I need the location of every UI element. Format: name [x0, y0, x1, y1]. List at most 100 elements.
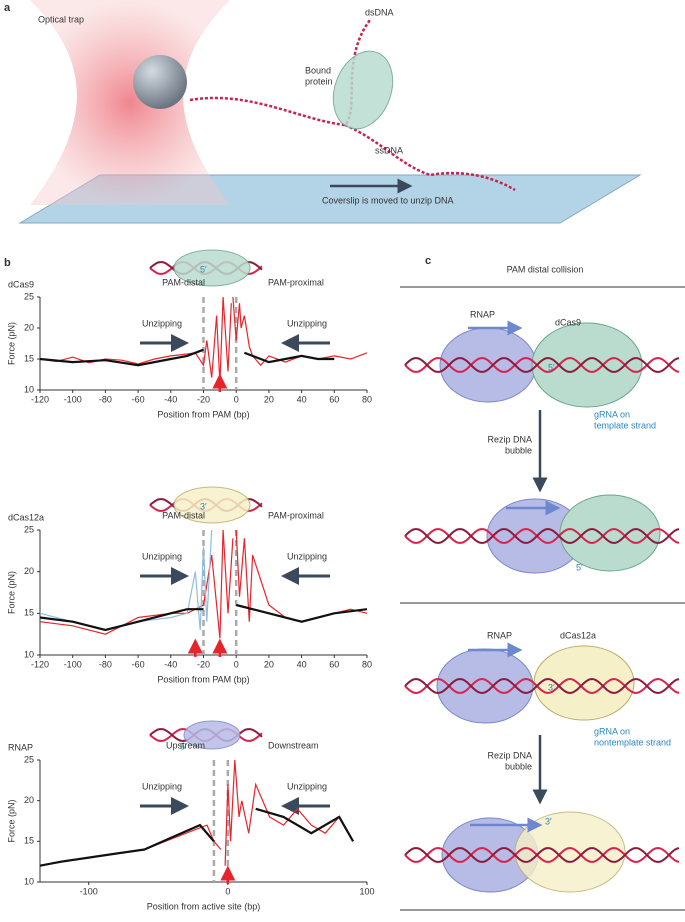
annotation: Upstream — [166, 740, 205, 750]
dna — [404, 678, 680, 694]
label: 3′ — [548, 682, 555, 692]
trace — [39, 348, 204, 367]
annotation: PAM-distal — [162, 277, 205, 287]
label: 5′ — [576, 562, 583, 572]
dna — [404, 357, 680, 373]
panel-label: b — [4, 257, 11, 269]
dna — [404, 528, 680, 544]
end-label: 5′ — [200, 264, 207, 274]
annotation: PAM-proximal — [268, 510, 324, 520]
label: protein — [305, 76, 333, 86]
annotation: Unzipping — [142, 318, 182, 328]
label: bubble — [505, 761, 532, 771]
x-tick-label: -20 — [197, 394, 210, 404]
x-tick-label: 80 — [362, 394, 372, 404]
label: 5′ — [548, 362, 555, 372]
dcas12a — [514, 811, 626, 893]
label: Rezip DNA — [487, 434, 532, 444]
x-tick-label: 20 — [264, 394, 274, 404]
x-tick-label: 20 — [264, 659, 274, 669]
x-tick-label: -40 — [164, 394, 177, 404]
y-tick-label: 25 — [24, 754, 34, 764]
y-axis-label: Force (pN) — [6, 799, 16, 842]
y-axis-label: Force (pN) — [6, 571, 16, 614]
x-tick-label: -100 — [64, 659, 82, 669]
protein — [183, 720, 241, 750]
label: dCas12a — [560, 630, 596, 640]
x-tick-label: 0 — [234, 394, 239, 404]
label: dCas9 — [555, 317, 581, 327]
trace — [39, 529, 213, 631]
label: template strand — [594, 420, 656, 430]
x-axis-label: Position from PAM (bp) — [157, 409, 249, 419]
trace — [39, 824, 222, 867]
x-tick-label: -120 — [31, 394, 49, 404]
y-tick-label: 25 — [24, 524, 34, 534]
y-tick-label: 20 — [24, 795, 34, 805]
chart-title: RNAP — [8, 742, 33, 752]
x-tick-label: 60 — [329, 394, 339, 404]
protein — [173, 486, 251, 524]
x-tick-label: -60 — [132, 394, 145, 404]
label: RNAP — [470, 309, 495, 319]
end-label: 3′ — [200, 501, 207, 511]
dna — [404, 357, 680, 373]
label: ssDNA — [375, 145, 403, 155]
y-tick-label: 20 — [24, 322, 34, 332]
x-tick-label: -20 — [197, 659, 210, 669]
x-tick-label: 100 — [359, 886, 374, 896]
y-tick-label: 10 — [24, 649, 34, 659]
dna — [404, 678, 680, 694]
label: Rezip DNA — [487, 750, 532, 760]
dna — [189, 19, 516, 192]
x-tick-label: -100 — [64, 394, 82, 404]
end-label: 5′ — [180, 741, 187, 751]
x-tick-label: 40 — [297, 659, 307, 669]
trace — [255, 807, 355, 842]
annotation: Downstream — [268, 740, 319, 750]
label: Coverslip is moved to unzip DNA — [322, 195, 454, 205]
label: Bound — [305, 65, 331, 75]
panel-label: a — [4, 2, 11, 14]
bead — [133, 55, 187, 109]
dcas9 — [531, 322, 643, 408]
y-tick-label: 25 — [24, 291, 34, 301]
panel-label: c — [425, 255, 431, 267]
trace — [39, 823, 215, 867]
chart-title: dCas9 — [8, 279, 34, 289]
annotation: Unzipping — [287, 318, 327, 328]
label: RNAP — [487, 630, 512, 640]
annotation: Unzipping — [142, 551, 182, 561]
label: nontemplate strand — [594, 737, 671, 747]
y-tick-label: 20 — [24, 566, 34, 576]
panel-title: PAM distal collision — [507, 264, 584, 274]
trace — [232, 296, 368, 367]
y-tick-label: 15 — [24, 353, 34, 363]
label: dsDNA — [365, 7, 394, 17]
x-tick-label: 40 — [297, 394, 307, 404]
y-axis-label: Force (pN) — [6, 322, 16, 365]
trace — [39, 608, 204, 632]
annotation: Unzipping — [287, 551, 327, 561]
annotation: PAM-proximal — [268, 277, 324, 287]
y-tick-label: 15 — [24, 608, 34, 618]
chart-title: dCas12a — [8, 512, 44, 522]
x-tick-label: -100 — [80, 886, 98, 896]
label: Optical trap — [38, 14, 84, 24]
y-tick-label: 10 — [24, 384, 34, 394]
x-tick-label: -80 — [99, 659, 112, 669]
annotation: PAM-distal — [162, 510, 205, 520]
x-tick-label: -60 — [132, 659, 145, 669]
label: gRNA on — [594, 409, 630, 419]
rnap — [439, 327, 537, 403]
x-tick-label: 0 — [234, 659, 239, 669]
annotation: Unzipping — [287, 781, 327, 791]
trace — [235, 603, 368, 623]
y-tick-label: 15 — [24, 836, 34, 846]
y-tick-label: 10 — [24, 876, 34, 886]
dna — [404, 528, 680, 544]
x-tick-label: -40 — [164, 659, 177, 669]
x-tick-label: 0 — [225, 886, 230, 896]
x-tick-label: -80 — [99, 394, 112, 404]
